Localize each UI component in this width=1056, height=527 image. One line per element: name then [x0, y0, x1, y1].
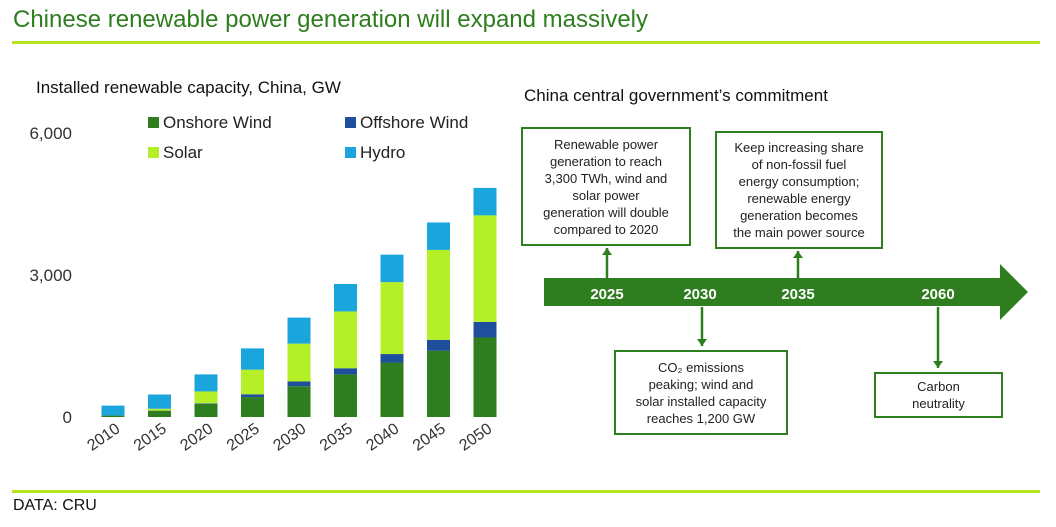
bar-segment	[148, 408, 171, 411]
footer-rule	[12, 490, 1040, 493]
box-line: generation will double	[543, 204, 669, 220]
bar-segment	[287, 343, 311, 382]
box-line: generation becomes	[740, 208, 858, 223]
bar-segment	[380, 254, 404, 283]
legend-label: Solar	[163, 143, 203, 162]
legend-label: Hydro	[360, 143, 405, 162]
commitment-box-2030: CO₂ emissions peaking; wind and solar in…	[614, 350, 788, 435]
connector-arrowhead	[697, 339, 707, 346]
legend-swatch	[148, 117, 159, 128]
x-tick-label: 2010	[84, 420, 123, 454]
bar-segment	[194, 374, 218, 392]
bar-segment	[380, 282, 404, 355]
commitment-box-2060: Carbon neutrality	[874, 372, 1003, 418]
bar-segment	[287, 386, 311, 417]
box-line: CO₂ emissions	[658, 359, 744, 375]
bar-segment	[380, 362, 404, 417]
x-tick-label: 2050	[456, 420, 495, 454]
legend-label: Offshore Wind	[360, 113, 468, 132]
bar-segment	[148, 394, 171, 409]
bar-segment	[427, 350, 450, 417]
bar-segment	[427, 339, 450, 351]
bar-segment	[334, 283, 357, 312]
box-line: Keep increasing share	[734, 140, 864, 155]
bar-segment	[380, 354, 404, 363]
bar-segment	[241, 348, 264, 370]
box-line: 3,300 TWh, wind and	[544, 170, 668, 186]
bar-segment	[194, 403, 218, 417]
timeline-year-2025: 2025	[590, 286, 624, 303]
title-underline	[12, 41, 1040, 44]
timeline-year-2035: 2035	[781, 286, 815, 303]
bar-segment	[427, 249, 450, 340]
bar-segment	[334, 368, 357, 375]
box-line: generation to reach	[549, 153, 662, 169]
y-tick-label: 3,000	[29, 266, 72, 285]
bar-segment	[473, 215, 497, 322]
commitment-box-2025: Renewable power generation to reach 3,30…	[521, 127, 691, 246]
connector-arrowhead	[793, 251, 803, 258]
page-title: Chinese renewable power generation will …	[13, 6, 649, 33]
y-tick-label: 6,000	[29, 124, 72, 143]
box-line: reaches 1,200 GW	[646, 410, 756, 426]
bar-segment	[334, 374, 357, 417]
chart-title: Installed renewable capacity, China, GW	[36, 78, 341, 97]
data-source: DATA: CRU	[13, 497, 97, 514]
bar-segment	[241, 369, 264, 395]
legend-swatch	[345, 117, 356, 128]
x-tick-label: 2015	[131, 420, 170, 454]
legend-label: Onshore Wind	[163, 113, 272, 132]
bar-segment	[101, 415, 125, 417]
bar-segment	[473, 337, 497, 417]
box-line: renewable energy	[747, 191, 851, 206]
bar-segment	[148, 410, 171, 417]
x-tick-label: 2030	[270, 420, 309, 454]
commitment-box-2035: Keep increasing share of non-fossil fuel…	[715, 131, 883, 249]
bar-segment	[101, 405, 125, 416]
bar-segment	[473, 321, 497, 338]
connector-arrowhead	[933, 361, 943, 368]
box-line: solar power	[572, 187, 640, 203]
box-line: the main power source	[733, 225, 865, 240]
x-tick-label: 2020	[177, 420, 216, 454]
box-line: energy consumption;	[738, 174, 860, 189]
x-tick-label: 2025	[224, 420, 263, 454]
timeline-arrow-area	[544, 248, 1028, 368]
bar-segment	[241, 397, 264, 417]
box-line: compared to 2020	[553, 221, 659, 237]
connector-arrowhead	[602, 248, 612, 255]
timeline-year-2060: 2060	[921, 286, 955, 303]
bar-segment	[473, 187, 497, 216]
box-line: peaking; wind and	[648, 376, 754, 392]
legend-swatch	[345, 147, 356, 158]
x-tick-label: 2045	[410, 420, 449, 454]
box-line: Carbon	[917, 379, 960, 394]
timeline-year-2030: 2030	[683, 286, 717, 303]
legend-swatch	[148, 147, 159, 158]
x-tick-label: 2040	[363, 420, 402, 454]
timeline-arrow	[544, 264, 1028, 320]
bar-segment	[287, 381, 311, 387]
y-tick-label: 0	[63, 408, 72, 427]
bar-segment	[194, 391, 218, 404]
box-line: Renewable power	[553, 136, 659, 152]
bar-segment	[334, 311, 357, 369]
bar-segment	[427, 222, 450, 250]
box-line: of non-fossil fuel	[751, 157, 847, 172]
box-line: solar installed capacity	[635, 393, 767, 409]
box-line: neutrality	[912, 396, 965, 411]
bar-segment	[241, 394, 264, 398]
x-tick-label: 2035	[317, 420, 356, 454]
timeline-title: China central government’s commitment	[524, 86, 828, 105]
bar-segment	[287, 317, 311, 344]
